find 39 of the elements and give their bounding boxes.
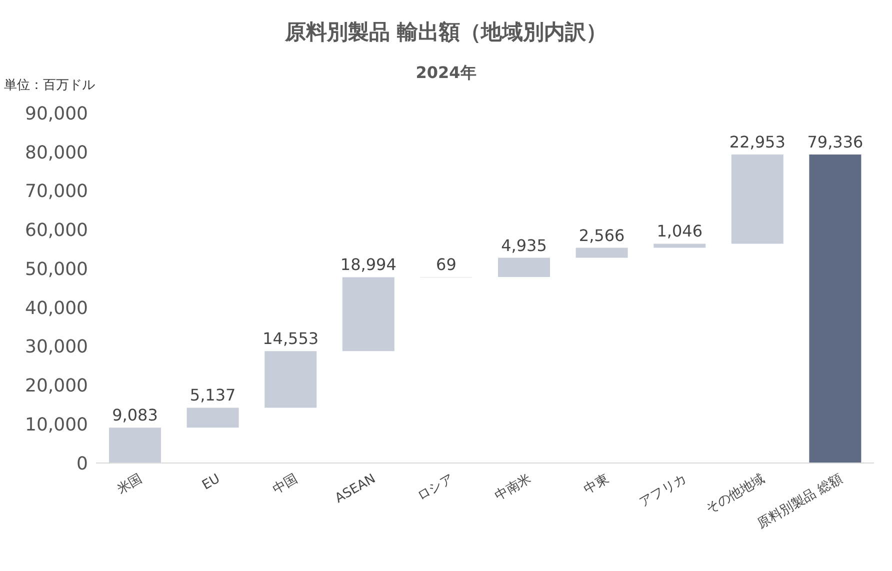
y-tick-label: 10,000 [25, 414, 88, 436]
data-label: 9,083 [112, 406, 158, 425]
bar [809, 154, 862, 463]
data-label: 69 [436, 254, 456, 274]
y-tick-label: 30,000 [25, 336, 88, 358]
x-tick-label: ロシア [414, 471, 456, 504]
y-tick-label: 80,000 [25, 142, 88, 164]
bar [186, 408, 239, 428]
bar [342, 277, 394, 352]
x-tick-label: アフリカ [636, 471, 690, 510]
data-label: 79,336 [807, 132, 864, 152]
x-tick-label: 米国 [114, 471, 145, 498]
x-tick-label: 中南米 [492, 471, 534, 504]
y-tick-label: 50,000 [25, 258, 88, 280]
x-tick-label: 中東 [582, 471, 612, 498]
data-label: 4,935 [501, 236, 547, 255]
y-tick-label: 0 [76, 453, 88, 474]
bar [264, 351, 317, 408]
chart-title: 原料別製品 輸出額（地域別内訳） [284, 19, 608, 46]
data-label: 1,046 [656, 222, 703, 241]
text: 単位：百万ドル [4, 77, 95, 94]
y-tick-label: 40,000 [25, 298, 88, 319]
bar [654, 244, 706, 248]
y-tick-label: 60,000 [25, 220, 88, 242]
y-tick-label: 70,000 [25, 181, 88, 202]
x-tick-label: EU [200, 471, 223, 494]
chart-subtitle: 2024年 [416, 63, 476, 82]
data-label: 14,553 [262, 329, 319, 348]
bar [498, 258, 550, 277]
bar [731, 154, 784, 244]
y-tick-label: 20,000 [25, 376, 88, 397]
data-label: 22,953 [729, 132, 786, 152]
data-label: 5,137 [190, 386, 236, 405]
data-label: 18,994 [340, 255, 396, 274]
bar [576, 248, 628, 258]
y-tick-label: 90,000 [25, 103, 88, 124]
x-tick-label: 中国 [270, 471, 300, 498]
bar [109, 428, 161, 463]
data-label: 2,566 [578, 226, 625, 245]
